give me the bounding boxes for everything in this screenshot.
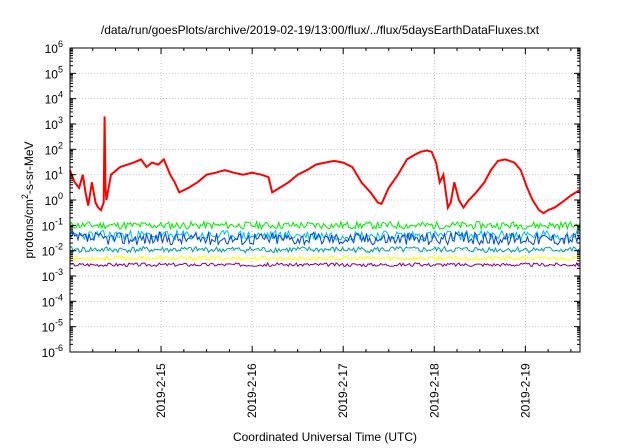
series-line	[69, 116, 581, 215]
x-axis-label: Coordinated Universal Time (UTC)	[232, 430, 418, 444]
grid-layer	[70, 48, 580, 352]
x-tick-label: 2019-2-18	[427, 363, 441, 418]
x-tick-label: 2019-2-15	[154, 363, 168, 418]
y-tick-label: 101	[45, 166, 63, 183]
series-line	[69, 245, 581, 254]
y-tick-label: 10-2	[42, 242, 63, 259]
series-line	[69, 255, 581, 262]
y-tick-label: 10-4	[42, 292, 63, 309]
series-line	[69, 230, 581, 247]
y-tick-label: 100	[45, 191, 63, 208]
axis-layer: 10-6 10-5 10-4 10-3 10-2 10-1 100 101 102 103 104 1…	[42, 39, 580, 418]
series-line	[69, 219, 581, 232]
y-tick-label: 10-1	[42, 216, 63, 233]
y-tick-label: 10-5	[42, 318, 63, 335]
y-tick-label: 104	[45, 90, 63, 107]
x-tick-label: 2019-2-17	[336, 363, 350, 418]
y-axis-label-post: -s-sr-MeV	[22, 141, 36, 194]
y-axis-label: protons/cm2-s-sr-MeV	[20, 141, 36, 258]
y-tick-label: 10-3	[42, 267, 63, 284]
x-tick-label: 2019-2-16	[245, 363, 259, 418]
y-tick-label: 103	[45, 115, 63, 132]
y-tick-label: 102	[45, 140, 63, 157]
y-tick-label: 10-6	[42, 343, 63, 360]
y-tick-label: 105	[45, 64, 63, 81]
chart-title: /data/run/goesPlots/archive/2019-02-19/1…	[100, 23, 540, 37]
y-axis-label-pre: protons/cm	[22, 199, 36, 258]
y-axis-label-sup: 2	[20, 194, 30, 199]
x-tick-label: 2019-2-19	[518, 363, 532, 418]
y-tick-label: 106	[45, 39, 63, 56]
series-line	[69, 261, 581, 268]
series-layer	[69, 116, 581, 268]
